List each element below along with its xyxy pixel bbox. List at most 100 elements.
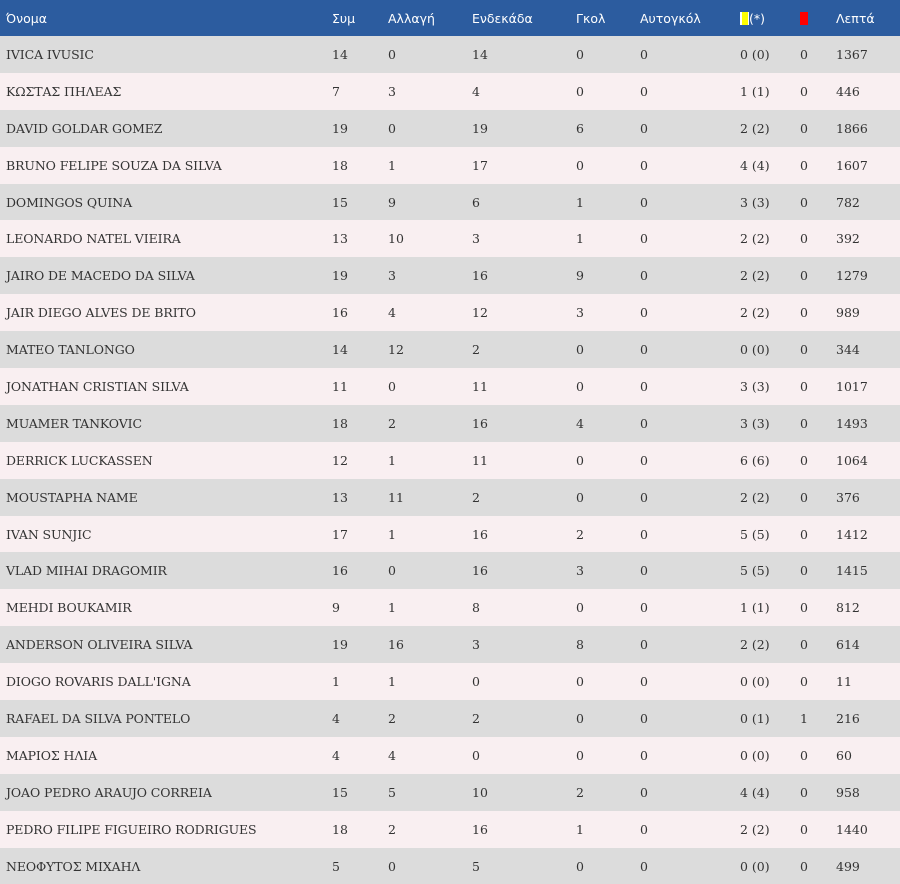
sub-cell: 2 — [388, 415, 396, 431]
player-name[interactable]: IVAN SUNJIC — [6, 526, 92, 542]
goals-cell: 0 — [576, 342, 584, 358]
minutes-cell: 376 — [836, 489, 860, 505]
minutes-cell: 392 — [836, 231, 860, 247]
player-name[interactable]: JONATHAN CRISTIAN SILVA — [6, 378, 189, 394]
minutes-cell: 1440 — [836, 821, 868, 837]
player-name[interactable]: IVICA IVUSIC — [6, 46, 94, 62]
own-goals-cell: 0 — [640, 342, 648, 358]
sub-cell: 11 — [388, 489, 404, 505]
col-header-minutes[interactable]: Λεπτά — [836, 10, 875, 26]
player-name[interactable]: MATEO TANLONGO — [6, 342, 135, 358]
goals-cell: 1 — [576, 231, 584, 247]
starting-cell: 4 — [472, 83, 480, 99]
own-goals-cell: 0 — [640, 489, 648, 505]
yellow-cards-cell: 2 (2) — [740, 489, 770, 505]
yellow-cards-cell: 0 (1) — [740, 710, 770, 726]
minutes-cell: 782 — [836, 194, 860, 210]
red-cards-cell: 0 — [800, 415, 808, 431]
sub-cell: 0 — [388, 858, 396, 874]
own-goals-cell: 0 — [640, 157, 648, 173]
minutes-cell: 1367 — [836, 46, 868, 62]
player-name[interactable]: MUAMER TANKOVIC — [6, 415, 142, 431]
player-rows: IVICA IVUSIC 14 0 14 0 0 0 (0) 0 1367 ΚΩΣΤΑΣ ΠΗΛΕ… — [0, 36, 900, 884]
player-name[interactable]: ΚΩΣΤΑΣ ΠΗΛΕΑΣ — [6, 83, 122, 99]
own-goals-cell: 0 — [640, 452, 648, 468]
own-goals-cell: 0 — [640, 120, 648, 136]
player-name[interactable]: RAFAEL DA SILVA PONTELO — [6, 710, 191, 726]
goals-cell: 0 — [576, 600, 584, 616]
goals-cell: 0 — [576, 747, 584, 763]
starting-cell: 6 — [472, 194, 480, 210]
goals-cell: 0 — [576, 452, 584, 468]
yellow-cards-cell: 3 (3) — [740, 194, 770, 210]
col-header-starting[interactable]: Ενδεκάδα — [472, 10, 533, 26]
minutes-cell: 344 — [836, 342, 860, 358]
player-name[interactable]: ΝΕΟΦΥΤΟΣ ΜΙΧΑΗΛ — [6, 858, 141, 874]
red-cards-cell: 0 — [800, 821, 808, 837]
player-name[interactable]: LEONARDO NATEL VIEIRA — [6, 231, 181, 247]
goals-cell: 2 — [576, 784, 584, 800]
sub-cell: 4 — [388, 747, 396, 763]
table-row: RAFAEL DA SILVA PONTELO 4 2 2 0 0 0 (1) 1 216 — [0, 700, 900, 737]
yellow-cards-cell: 0 (0) — [740, 674, 770, 690]
sub-cell: 0 — [388, 46, 396, 62]
col-header-yellow-cards[interactable]: (*) — [734, 0, 794, 36]
own-goals-cell: 0 — [640, 637, 648, 653]
sub-cell: 4 — [388, 305, 396, 321]
player-name[interactable]: DOMINGOS QUINA — [6, 194, 132, 210]
player-name[interactable]: ΜΑΡΙΟΣ ΗΛΙΑ — [6, 747, 98, 763]
table-header-row: Όνομα Συμ Αλλαγή Ενδεκάδα Γκολ Αυτογκόλ … — [0, 0, 900, 36]
starting-cell: 2 — [472, 489, 480, 505]
yellow-cards-cell: 5 (5) — [740, 563, 770, 579]
own-goals-cell: 0 — [640, 747, 648, 763]
appearances-cell: 15 — [332, 194, 348, 210]
minutes-cell: 1493 — [836, 415, 868, 431]
table-row: PEDRO FILIPE FIGUEIRO RODRIGUES 18 2 16 1 0 2 … — [0, 810, 900, 848]
player-name[interactable]: DAVID GOLDAR GOMEZ — [6, 120, 163, 136]
player-name[interactable]: DIOGO ROVARIS DALL'IGNA — [6, 674, 191, 690]
player-name[interactable]: DERRICK LUCKASSEN — [6, 452, 153, 468]
sub-cell: 0 — [388, 378, 396, 394]
red-cards-cell: 0 — [800, 231, 808, 247]
player-name[interactable]: MOUSTAPHA NAME — [6, 489, 138, 505]
minutes-cell: 958 — [836, 784, 860, 800]
col-header-red-cards[interactable] — [794, 0, 830, 36]
yellow-cards-cell: 0 (0) — [740, 342, 770, 358]
player-name[interactable]: JAIRO DE MACEDO DA SILVA — [6, 268, 195, 284]
yellow-cards-cell: 4 (4) — [740, 784, 770, 800]
col-header-sub[interactable]: Αλλαγή — [388, 10, 435, 26]
appearances-cell: 4 — [332, 710, 340, 726]
col-header-apps[interactable]: Συμ — [332, 10, 356, 26]
own-goals-cell: 0 — [640, 231, 648, 247]
sub-cell: 1 — [388, 452, 396, 468]
yellow-note: (*) — [749, 10, 766, 26]
yellow-card-icon — [740, 11, 749, 25]
appearances-cell: 14 — [332, 342, 348, 358]
red-card-icon — [800, 11, 808, 25]
player-name[interactable]: MEHDI BOUKAMIR — [6, 600, 132, 616]
col-header-own-goals[interactable]: Αυτογκόλ — [640, 10, 701, 26]
minutes-cell: 1412 — [836, 526, 868, 542]
col-header-name[interactable]: Όνομα — [6, 10, 47, 26]
goals-cell: 0 — [576, 378, 584, 394]
player-name[interactable]: JAIR DIEGO ALVES DE BRITO — [6, 305, 196, 321]
minutes-cell: 11 — [836, 674, 852, 690]
sub-cell: 2 — [388, 710, 396, 726]
goals-cell: 0 — [576, 157, 584, 173]
appearances-cell: 7 — [332, 83, 340, 99]
yellow-cards-cell: 1 (1) — [740, 600, 770, 616]
player-name[interactable]: VLAD MIHAI DRAGOMIR — [6, 563, 167, 579]
player-name[interactable]: PEDRO FILIPE FIGUEIRO RODRIGUES — [6, 821, 257, 837]
player-name[interactable]: ANDERSON OLIVEIRA SILVA — [6, 637, 193, 653]
player-name[interactable]: JOAO PEDRO ARAUJO CORREIA — [6, 784, 212, 800]
col-header-goals[interactable]: Γκολ — [576, 10, 606, 26]
minutes-cell: 446 — [836, 83, 860, 99]
goals-cell: 0 — [576, 710, 584, 726]
starting-cell: 16 — [472, 415, 488, 431]
table-row: ΝΕΟΦΥΤΟΣ ΜΙΧΑΗΛ 5 0 5 0 0 0 (0) 0 499 — [0, 847, 900, 884]
goals-cell: 4 — [576, 415, 584, 431]
player-name[interactable]: BRUNO FELIPE SOUZA DA SILVA — [6, 157, 222, 173]
table-row: IVICA IVUSIC 14 0 14 0 0 0 (0) 0 1367 — [0, 36, 900, 73]
starting-cell: 12 — [472, 305, 488, 321]
table-row: JOAO PEDRO ARAUJO CORREIA 15 5 10 2 0 4 (4) 0 95… — [0, 773, 900, 811]
